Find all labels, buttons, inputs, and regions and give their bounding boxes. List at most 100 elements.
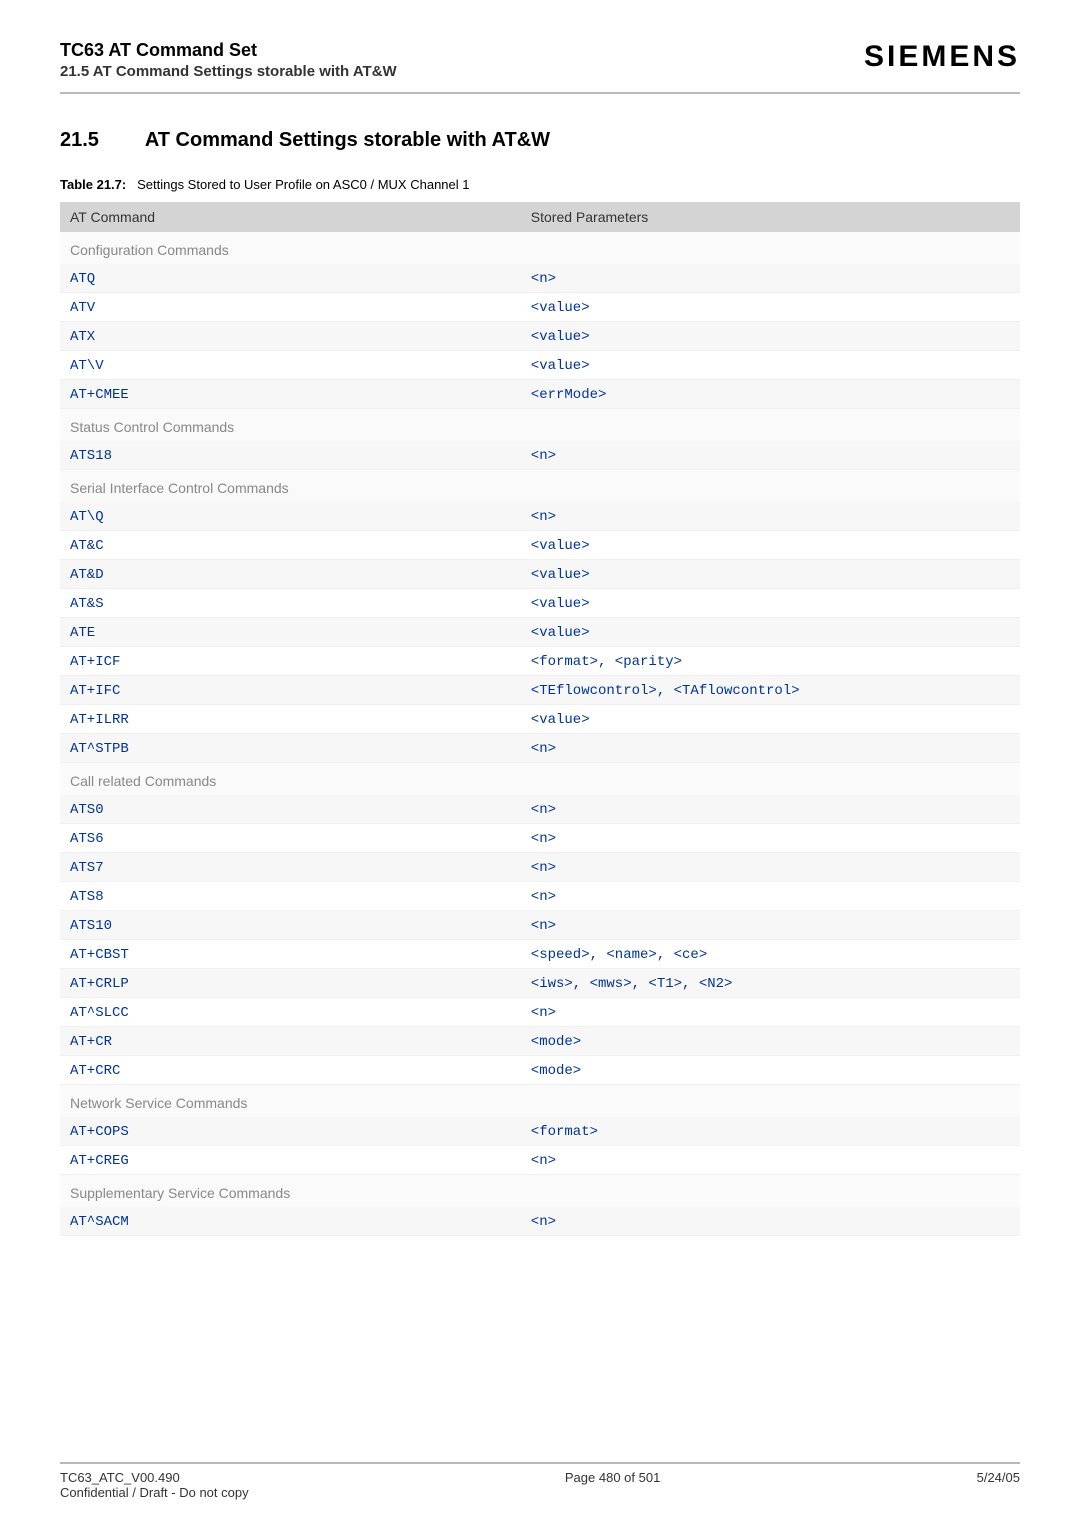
param-text[interactable]: <speed>, <name>, <ce> — [531, 947, 707, 963]
table-row: AT\V <value> — [60, 351, 1020, 380]
param-text[interactable]: <mode> — [531, 1034, 581, 1050]
table-row: ATS6 <n> — [60, 824, 1020, 853]
command-text[interactable]: AT\V — [70, 358, 104, 374]
command-text[interactable]: AT+CMEE — [70, 387, 129, 403]
command-text[interactable]: ATS8 — [70, 889, 104, 905]
param-cell: <mode> — [521, 1056, 1020, 1085]
command-text[interactable]: AT^SACM — [70, 1214, 129, 1230]
command-text[interactable]: AT+CREG — [70, 1153, 129, 1169]
col-header-params: Stored Parameters — [521, 202, 1020, 232]
command-cell: ATX — [60, 322, 521, 351]
table-row: AT+ILRR <value> — [60, 705, 1020, 734]
command-text[interactable]: ATE — [70, 625, 95, 641]
param-text[interactable]: <value> — [531, 329, 590, 345]
table-row: AT&S <value> — [60, 589, 1020, 618]
param-text[interactable]: <iws>, <mws>, <T1>, <N2> — [531, 976, 733, 992]
param-text[interactable]: <errMode> — [531, 387, 607, 403]
command-text[interactable]: AT+ILRR — [70, 712, 129, 728]
table-row: ATS0 <n> — [60, 795, 1020, 824]
param-cell: <n> — [521, 734, 1020, 763]
command-text[interactable]: AT+CR — [70, 1034, 112, 1050]
command-text[interactable]: AT&C — [70, 538, 104, 554]
footer-left: TC63_ATC_V00.490 Confidential / Draft - … — [60, 1470, 249, 1500]
command-text[interactable]: AT^STPB — [70, 741, 129, 757]
command-text[interactable]: AT&D — [70, 567, 104, 583]
param-text[interactable]: <value> — [531, 625, 590, 641]
param-text[interactable]: <n> — [531, 860, 556, 876]
param-cell: <errMode> — [521, 380, 1020, 409]
command-text[interactable]: ATQ — [70, 271, 95, 287]
param-text[interactable]: <format>, <parity> — [531, 654, 682, 670]
command-text[interactable]: AT^SLCC — [70, 1005, 129, 1021]
command-text[interactable]: ATS6 — [70, 831, 104, 847]
param-text[interactable]: <n> — [531, 918, 556, 934]
table-row: AT&C <value> — [60, 531, 1020, 560]
command-text[interactable]: ATV — [70, 300, 95, 316]
param-cell: <n> — [521, 882, 1020, 911]
param-text[interactable]: <mode> — [531, 1063, 581, 1079]
command-cell: AT\Q — [60, 502, 521, 531]
param-cell: <n> — [521, 1146, 1020, 1175]
command-text[interactable]: AT+COPS — [70, 1124, 129, 1140]
footer-doc-id: TC63_ATC_V00.490 — [60, 1470, 249, 1485]
param-text[interactable]: <n> — [531, 741, 556, 757]
table-group-row: Status Control Commands — [60, 409, 1020, 442]
command-text[interactable]: ATS10 — [70, 918, 112, 934]
command-text[interactable]: AT+CRC — [70, 1063, 120, 1079]
table-group-row: Supplementary Service Commands — [60, 1175, 1020, 1208]
command-cell: AT&S — [60, 589, 521, 618]
section-heading: 21.5 AT Command Settings storable with A… — [60, 129, 1020, 152]
command-cell: ATS8 — [60, 882, 521, 911]
param-cell: <value> — [521, 560, 1020, 589]
command-cell: ATV — [60, 293, 521, 322]
param-text[interactable]: <n> — [531, 831, 556, 847]
param-text[interactable]: <value> — [531, 596, 590, 612]
command-text[interactable]: AT\Q — [70, 509, 104, 525]
param-text[interactable]: <n> — [531, 889, 556, 905]
group-label: Configuration Commands — [60, 232, 1020, 264]
param-text[interactable]: <value> — [531, 358, 590, 374]
param-text[interactable]: <format> — [531, 1124, 598, 1140]
param-cell: <n> — [521, 502, 1020, 531]
param-cell: <n> — [521, 998, 1020, 1027]
command-cell: AT&D — [60, 560, 521, 589]
table-row: AT+ICF <format>, <parity> — [60, 647, 1020, 676]
param-text[interactable]: <value> — [531, 300, 590, 316]
command-text[interactable]: AT+CRLP — [70, 976, 129, 992]
table-header-row: AT CommandStored Parameters — [60, 202, 1020, 232]
group-label: Status Control Commands — [60, 409, 1020, 442]
table-group-row: Serial Interface Control Commands — [60, 470, 1020, 503]
command-text[interactable]: ATX — [70, 329, 95, 345]
command-text[interactable]: AT+ICF — [70, 654, 120, 670]
command-cell: AT+CBST — [60, 940, 521, 969]
command-text[interactable]: ATS0 — [70, 802, 104, 818]
param-text[interactable]: <value> — [531, 538, 590, 554]
param-text[interactable]: <n> — [531, 1153, 556, 1169]
group-label: Supplementary Service Commands — [60, 1175, 1020, 1208]
param-text[interactable]: <value> — [531, 567, 590, 583]
param-text[interactable]: <TEflowcontrol>, <TAflowcontrol> — [531, 683, 800, 699]
table-row: AT+CRC <mode> — [60, 1056, 1020, 1085]
table-group-row: Network Service Commands — [60, 1085, 1020, 1118]
param-cell: <n> — [521, 1207, 1020, 1236]
param-text[interactable]: <value> — [531, 712, 590, 728]
param-text[interactable]: <n> — [531, 802, 556, 818]
table-row: ATS10 <n> — [60, 911, 1020, 940]
command-text[interactable]: ATS7 — [70, 860, 104, 876]
table-row: AT+CREG <n> — [60, 1146, 1020, 1175]
brand-logo: SIEMENS — [864, 40, 1020, 74]
param-text[interactable]: <n> — [531, 1005, 556, 1021]
param-text[interactable]: <n> — [531, 448, 556, 464]
param-text[interactable]: <n> — [531, 1214, 556, 1230]
command-text[interactable]: AT+CBST — [70, 947, 129, 963]
command-text[interactable]: AT&S — [70, 596, 104, 612]
param-text[interactable]: <n> — [531, 271, 556, 287]
param-text[interactable]: <n> — [531, 509, 556, 525]
command-cell: AT+COPS — [60, 1117, 521, 1146]
page-header: TC63 AT Command Set 21.5 AT Command Sett… — [60, 40, 1020, 94]
param-cell: <format>, <parity> — [521, 647, 1020, 676]
table-caption-text — [130, 177, 137, 192]
command-text[interactable]: AT+IFC — [70, 683, 120, 699]
command-cell: AT+ICF — [60, 647, 521, 676]
command-text[interactable]: ATS18 — [70, 448, 112, 464]
